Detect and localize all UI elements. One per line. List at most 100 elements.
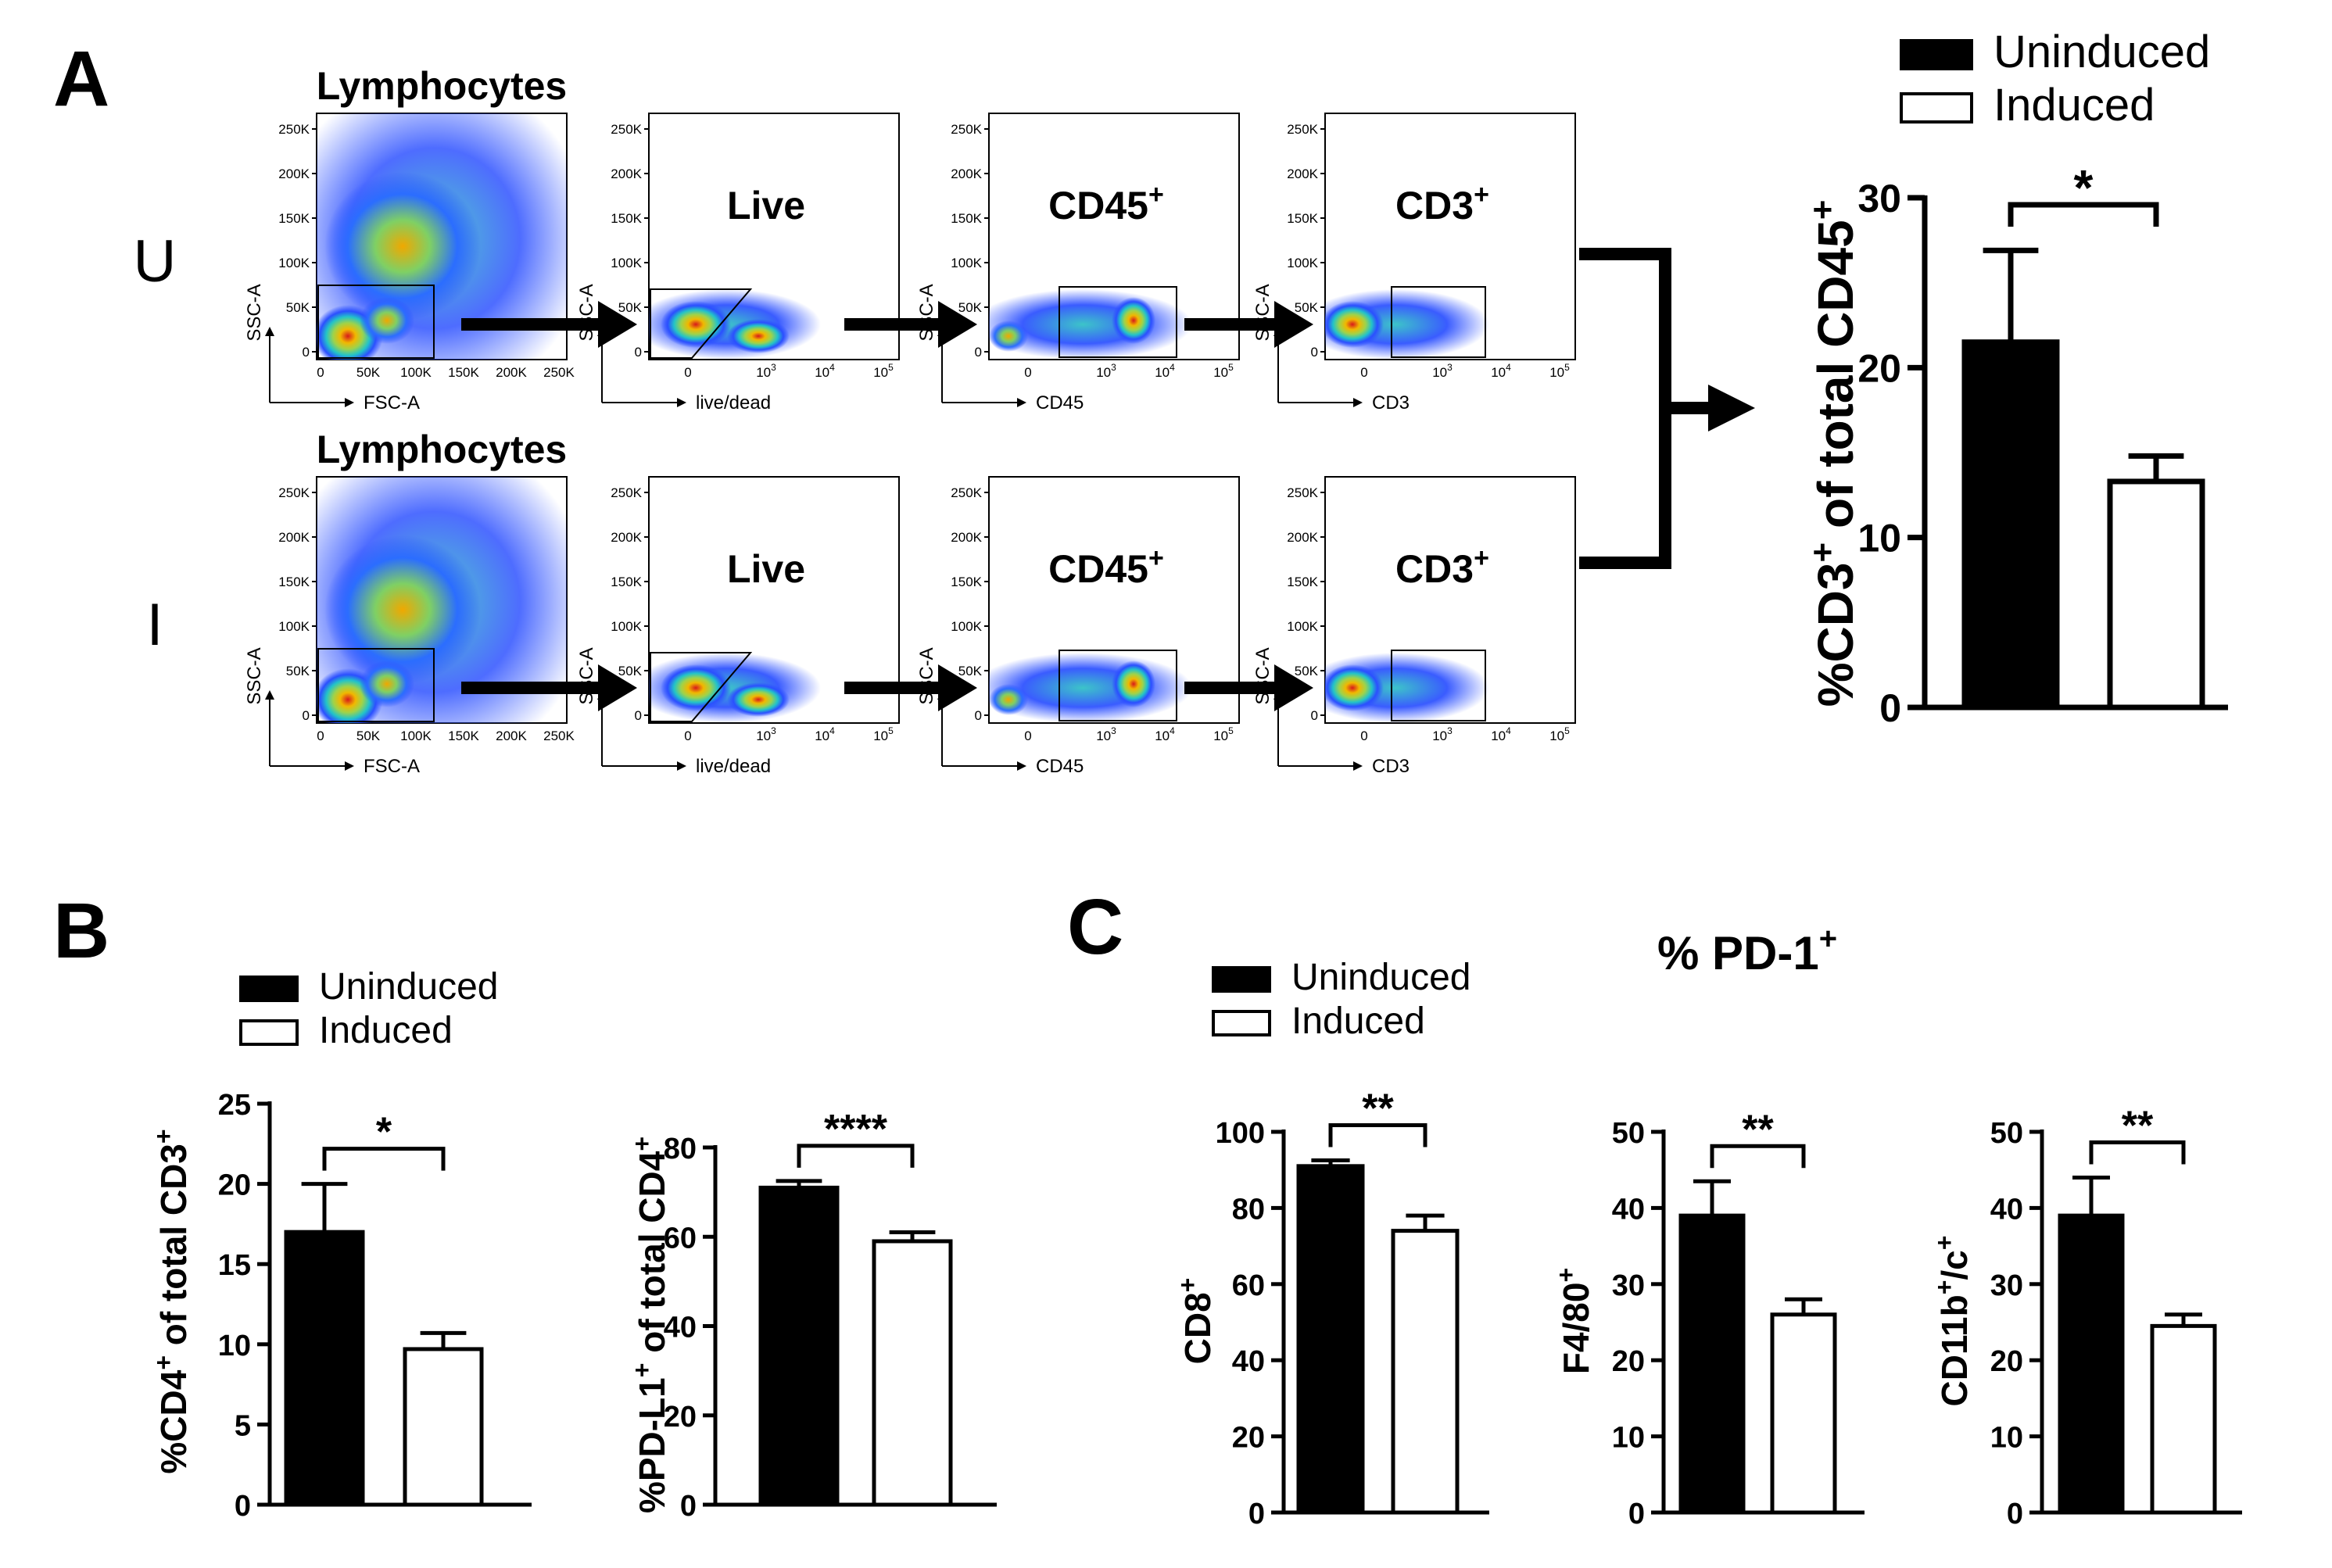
x-tick-label: 0 <box>1360 365 1367 380</box>
x-tick-label: 150K <box>448 729 479 743</box>
legend-label-uninduced: Uninduced <box>1291 957 1471 998</box>
x-tick-label: 0 <box>1024 365 1031 380</box>
panel-label-b: B <box>53 887 109 975</box>
y-tick-label: 0 <box>1311 708 1318 723</box>
x-axis-label: live/dead <box>696 756 771 777</box>
x-tick-label: 105 <box>873 725 894 743</box>
x-tick-label: 103 <box>756 362 776 380</box>
bar-chart-a: 0 10 20 30 * %CD3+ of total CD45+ <box>1804 159 2228 730</box>
x-tick-label: 104 <box>1155 725 1175 743</box>
flow-plot: 250K 200K 150K 100K 50K 0 0 103 104 105 live/dead S… <box>576 476 900 777</box>
flow-plot: 250K 200K 150K 100K 50K 0 0 103 104 105 CD3 SSC-A CD… <box>1252 113 1576 413</box>
significance-bracket <box>2089 1140 2186 1165</box>
y-tick-label: 20 <box>1857 346 1901 390</box>
gate-label: Live <box>727 547 805 591</box>
y-tick-label: 0 <box>303 345 310 360</box>
bar-chart-c3: 0 10 20 30 40 50 ** CD11b+/c+ <box>1930 1103 2242 1530</box>
gate-label: Live <box>727 184 805 227</box>
y-axis-label: SSC-A <box>244 647 265 704</box>
y-tick-label: 30 <box>1990 1269 2023 1302</box>
y-tick-label: 250K <box>611 122 642 137</box>
y-tick-label: 50K <box>618 300 643 315</box>
axis-arrowhead <box>265 690 274 700</box>
gating-arrowhead <box>1274 664 1313 711</box>
density-region <box>324 535 481 684</box>
y-tick-label: 0 <box>1628 1498 1645 1530</box>
y-axis-label: SSC-A <box>576 284 597 341</box>
legend-swatch-uninduced <box>239 976 299 1002</box>
flow-plot: 250K 200K 150K 100K 50K 0 0 103 104 105 CD3 SSC-A CD… <box>1252 476 1576 777</box>
cd45-gate <box>1059 650 1177 721</box>
significance-bracket <box>1328 1123 1427 1147</box>
flow-plot: 250K 200K 150K 100K 50K 0 0 103 104 105 live/dead S… <box>576 113 900 413</box>
x-tick-label: 100K <box>400 365 432 380</box>
y-tick-label: 0 <box>1879 686 1901 730</box>
significance-bracket <box>2008 202 2159 227</box>
y-tick-label: 100K <box>611 256 642 270</box>
significance-label: **** <box>824 1107 888 1152</box>
y-tick-label: 20 <box>218 1169 251 1202</box>
x-tick-label: 0 <box>1024 729 1031 743</box>
y-tick-label: 200K <box>611 166 642 181</box>
live-gate <box>650 652 753 722</box>
x-tick-label: 105 <box>1549 362 1570 380</box>
y-axis-label: SSC-A <box>916 284 937 341</box>
panel-c-title: % PD-1+ <box>1657 922 1837 979</box>
x-tick-label: 104 <box>1491 725 1511 743</box>
y-axis-label: %CD3+ of total CD45+ <box>1804 200 1864 707</box>
bar-uninduced <box>1296 1164 1365 1515</box>
bar-uninduced <box>284 1230 365 1507</box>
y-tick-label: 150K <box>951 575 982 589</box>
axis-arrowhead <box>345 398 354 407</box>
panel-label-c: C <box>1067 883 1123 971</box>
y-tick-label: 100K <box>611 619 642 634</box>
y-tick-label: 50K <box>286 664 310 678</box>
gate-label: Lymphocytes <box>317 64 567 108</box>
bar-chart-b2: 0 20 40 60 80 **** %PD-L1+ of total CD4+ <box>628 1107 997 1523</box>
y-tick-label: 150K <box>1287 575 1318 589</box>
x-tick-label: 0 <box>684 365 691 380</box>
live-gate <box>650 288 753 359</box>
bar-uninduced <box>1961 339 2060 711</box>
y-axis-label: SSC-A <box>1252 647 1273 704</box>
y-tick-label: 250K <box>951 485 982 500</box>
x-tick-label: 0 <box>317 729 324 743</box>
x-tick-label: 50K <box>356 729 381 743</box>
merge-arrowhead <box>1708 385 1755 431</box>
x-tick-label: 200K <box>496 365 527 380</box>
x-tick-label: 105 <box>1213 725 1234 743</box>
y-tick-label: 80 <box>664 1133 697 1165</box>
density-region <box>1325 664 1384 711</box>
y-axis-label: %PD-L1+ of total CD4+ <box>628 1137 672 1513</box>
gate-label: Lymphocytes <box>317 428 567 471</box>
bar-induced <box>2150 1323 2217 1515</box>
x-tick-label: 103 <box>756 725 776 743</box>
bar-chart-c2: 0 10 20 30 40 50 ** F4/80+ <box>1552 1107 1865 1530</box>
density-cloud <box>1325 653 1489 723</box>
x-tick-label: 100K <box>400 729 432 743</box>
legend-label-induced: Induced <box>1291 1001 1425 1042</box>
y-tick-label: 0 <box>303 708 310 723</box>
gating-arrowhead <box>598 664 637 711</box>
y-tick-label: 200K <box>1287 530 1318 545</box>
x-tick-label: 104 <box>1491 362 1511 380</box>
significance-label: ** <box>1742 1107 1774 1152</box>
y-tick-label: 50K <box>958 664 983 678</box>
y-tick-label: 50K <box>286 300 310 315</box>
row-label: U <box>134 228 177 295</box>
x-tick-label: 103 <box>1096 362 1116 380</box>
y-tick-label: 40 <box>1232 1345 1265 1378</box>
y-axis-label: CD11b+/c+ <box>1930 1236 1975 1407</box>
y-axis-label: SSC-A <box>576 647 597 704</box>
x-axis-label: FSC-A <box>364 392 420 413</box>
y-axis-label: SSC-A <box>244 284 265 341</box>
x-tick-label: 105 <box>1213 362 1234 380</box>
bar-chart-c1: 0 20 40 60 80 100 ** CD8+ <box>1173 1087 1489 1530</box>
density-region <box>360 660 414 707</box>
axis-arrowhead <box>1017 761 1026 771</box>
legend-swatch-uninduced <box>1900 39 1973 70</box>
y-tick-label: 0 <box>975 345 982 360</box>
